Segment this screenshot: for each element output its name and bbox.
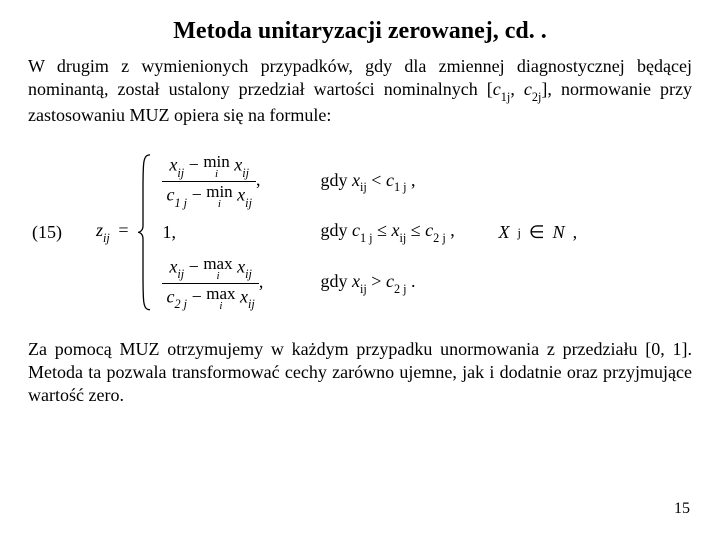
case1-num: xij − mini xij xyxy=(165,153,253,181)
c2-c2sub: 2 j xyxy=(433,231,446,245)
c2-rel2: ≤ xyxy=(406,220,425,240)
c2-cond-pre: gdy xyxy=(320,220,352,240)
page-title: Metoda unitaryzacji zerowanej, cd. . xyxy=(28,18,692,45)
c3-minus2: − xyxy=(187,287,206,307)
case1-expr: xij − mini xij c1 j − mini xij , xyxy=(162,153,290,210)
c3-cond-xsub: ij xyxy=(360,282,367,296)
c1-num-asub: ij xyxy=(177,166,184,180)
side-post: , xyxy=(573,222,578,243)
lhs-sub: ij xyxy=(103,231,110,245)
c3-den-asub: 2 j xyxy=(174,297,187,311)
case2-expr: 1, xyxy=(162,222,290,243)
cases: xij − mini xij c1 j − mini xij , gdy xij… xyxy=(162,153,470,312)
equation-number: (15) xyxy=(32,222,62,243)
c3-cond-pre: gdy xyxy=(320,271,352,291)
para1-c1sub: 1j xyxy=(501,90,511,104)
c1-cond-csub: 1 j xyxy=(394,180,407,194)
equation-body: zij = xij − mini xij c1 j − mini xyxy=(96,153,577,312)
c3-max2: maxi xyxy=(206,285,235,312)
side-in: ∈ xyxy=(529,222,545,243)
case-1: xij − mini xij c1 j − mini xij , gdy xij… xyxy=(162,153,470,210)
c2-c1sub: 1 j xyxy=(360,231,373,245)
c1-cond-xsub: ij xyxy=(360,180,367,194)
c3-max: maxi xyxy=(203,255,232,282)
c3-den-b: x xyxy=(240,287,248,307)
c2-c2: c xyxy=(425,220,433,240)
side-N: N xyxy=(553,222,565,243)
c1-minus1: − xyxy=(184,155,203,175)
lhs-eq: = xyxy=(118,220,128,240)
c3-minus1: − xyxy=(184,257,203,277)
c2-post: , xyxy=(446,220,455,240)
c1-den-bsub: ij xyxy=(245,196,252,210)
cases-and-side: xij − mini xij c1 j − mini xij , gdy xij… xyxy=(162,153,577,312)
c1-den-asub: 1 j xyxy=(174,196,187,210)
left-brace xyxy=(138,153,152,312)
c3-cond-rel: > xyxy=(367,271,386,291)
case2-cond: gdy c1 j ≤ xij ≤ c2 j , xyxy=(320,220,470,245)
c1-cond-post: , xyxy=(407,170,416,190)
c3-den-bsub: ij xyxy=(248,297,255,311)
c1-den-b: x xyxy=(237,185,245,205)
lhs: zij = xyxy=(96,220,128,245)
c3-max-idx: i xyxy=(216,271,219,282)
c3-num-b: x xyxy=(237,257,245,277)
c3-cond-csub: 2 j xyxy=(394,282,407,296)
c2-xsub: ij xyxy=(399,231,406,245)
c3-cond-x: x xyxy=(352,271,360,291)
c3-cond-post: . xyxy=(407,271,416,291)
c1-comma: , xyxy=(256,170,261,190)
c1-minus2: − xyxy=(187,185,206,205)
para1-mid: , xyxy=(510,79,524,99)
case1-den: c1 j − mini xij xyxy=(162,181,256,210)
case1-cond: gdy xij < c1 j , xyxy=(320,170,470,195)
case3-expr: xij − maxi xij c2 j − maxi xij , xyxy=(162,255,290,312)
case-3: xij − maxi xij c2 j − maxi xij , gdy xij… xyxy=(162,255,470,312)
c3-num-bsub: ij xyxy=(245,267,252,281)
side-X: X xyxy=(498,222,509,243)
case3-num: xij − maxi xij xyxy=(165,255,256,283)
c3-comma: , xyxy=(259,272,264,292)
formula-block: (15) zij = xij − mini xij xyxy=(32,153,692,312)
c1-cond-x: x xyxy=(352,170,360,190)
closing-paragraph: Za pomocą MUZ otrzymujemy w każdym przyp… xyxy=(28,338,692,407)
side-Xsub: j xyxy=(517,226,520,241)
page-number: 15 xyxy=(674,500,690,518)
para1-c1: c xyxy=(493,79,501,99)
c1-num-bsub: ij xyxy=(242,166,249,180)
c3-num-asub: ij xyxy=(177,267,184,281)
c1-cond-c: c xyxy=(386,170,394,190)
case3-den: c2 j − maxi xij xyxy=(162,283,258,312)
para1-c2sub: 2j xyxy=(532,90,542,104)
c1-cond-rel: < xyxy=(367,170,386,190)
case1-frac: xij − mini xij c1 j − mini xij xyxy=(162,153,256,210)
c1-min2-idx: i xyxy=(218,199,221,210)
intro-paragraph: W drugim z wymienionych przypadków, gdy … xyxy=(28,55,692,127)
side-condition: Xj ∈ N, xyxy=(498,222,577,243)
c2-c1: c xyxy=(352,220,360,240)
case3-frac: xij − maxi xij c2 j − maxi xij xyxy=(162,255,258,312)
c1-min: mini xyxy=(203,153,229,180)
case-2: 1, gdy c1 j ≤ xij ≤ c2 j , xyxy=(162,220,470,245)
lhs-var: z xyxy=(96,220,103,240)
case3-cond: gdy xij > c2 j . xyxy=(320,271,470,296)
c1-cond-pre: gdy xyxy=(320,170,352,190)
c3-cond-c: c xyxy=(386,271,394,291)
c2-rel1: ≤ xyxy=(373,220,392,240)
c1-min-idx: i xyxy=(215,169,218,180)
para1-c2: c xyxy=(524,79,532,99)
c1-min2: mini xyxy=(206,183,232,210)
c3-max2-idx: i xyxy=(219,301,222,312)
